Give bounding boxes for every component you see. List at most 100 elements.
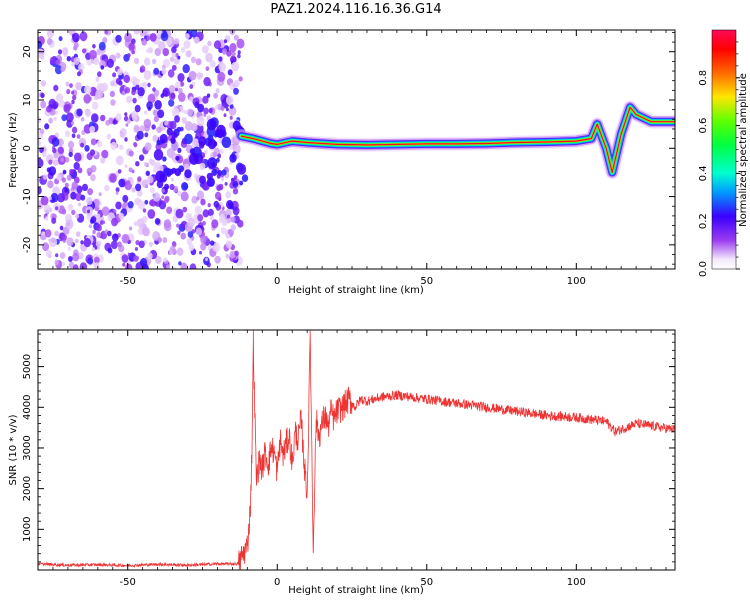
noise-blob xyxy=(204,149,208,155)
snr-ticks: -50 0 50 100 1000 2000 3000 4000 5000 xyxy=(22,330,675,588)
noise-blob xyxy=(229,104,234,109)
noise-blob xyxy=(38,158,44,168)
noise-blob xyxy=(77,71,81,77)
noise-blob xyxy=(122,262,126,267)
noise-blob xyxy=(75,238,79,244)
noise-blob xyxy=(56,174,62,181)
noise-blob xyxy=(55,253,59,258)
noise-blob xyxy=(128,42,135,51)
noise-blob xyxy=(96,231,102,238)
noise-blob xyxy=(69,83,73,88)
noise-blob xyxy=(205,257,208,262)
colorbar-tick-label: 0.8 xyxy=(698,70,709,86)
noise-blob xyxy=(42,174,48,180)
colorbar-tick-label: 0.2 xyxy=(698,213,709,229)
noise-blob xyxy=(143,57,151,66)
noise-blob xyxy=(40,92,45,99)
noise-blob xyxy=(57,192,65,203)
noise-blob xyxy=(185,121,193,131)
noise-blob xyxy=(82,48,87,54)
noise-blob xyxy=(207,203,211,208)
noise-blob xyxy=(44,229,52,238)
noise-blob xyxy=(78,202,81,207)
noise-blob xyxy=(141,38,147,46)
noise-blob xyxy=(96,140,103,148)
noise-blob xyxy=(220,227,227,235)
noise-blob xyxy=(67,203,74,211)
noise-blob xyxy=(158,41,166,51)
noise-blob xyxy=(218,62,226,72)
noise-blob xyxy=(141,179,149,188)
noise-blob xyxy=(237,53,241,59)
noise-blob xyxy=(133,124,140,133)
noise-blob xyxy=(95,89,103,100)
noise-blob xyxy=(197,214,204,222)
noise-blob xyxy=(156,140,161,146)
y-tick-label: 4000 xyxy=(22,395,33,420)
noise-blob xyxy=(80,194,86,201)
noise-blob xyxy=(106,133,112,140)
noise-blob xyxy=(52,147,57,154)
snr-x-axis-label: Height of straight line (km) xyxy=(288,585,424,596)
noise-blob xyxy=(229,82,236,91)
noise-blob xyxy=(205,52,213,63)
noise-blob xyxy=(124,112,128,117)
noise-blob xyxy=(197,103,205,113)
noise-blob xyxy=(225,191,232,199)
noise-blob xyxy=(60,66,65,73)
noise-blob xyxy=(68,151,73,158)
noise-blob xyxy=(190,30,198,38)
noise-blob xyxy=(152,192,161,202)
noise-blob xyxy=(232,206,240,216)
noise-blob xyxy=(71,181,78,190)
noise-blob xyxy=(144,110,148,115)
noise-blob xyxy=(87,257,94,265)
noise-blob xyxy=(65,81,70,87)
noise-blob xyxy=(150,159,156,167)
noise-blob xyxy=(48,207,53,213)
noise-blob xyxy=(164,183,170,190)
noise-blob xyxy=(157,109,165,119)
noise-blob xyxy=(61,177,66,183)
noise-blob xyxy=(117,68,123,76)
noise-blob xyxy=(214,191,222,200)
noise-blob xyxy=(207,138,217,150)
noise-blob xyxy=(171,46,177,54)
noise-blob xyxy=(115,113,122,121)
x-tick-label: 50 xyxy=(420,577,433,588)
noise-blob xyxy=(124,137,128,142)
noise-blob xyxy=(148,241,153,247)
noise-blob xyxy=(180,262,188,269)
noise-blob xyxy=(128,167,133,173)
noise-blob xyxy=(191,56,196,63)
ridge-layer-7 xyxy=(240,106,675,173)
noise-blob xyxy=(111,217,118,227)
noise-blob xyxy=(72,252,80,262)
x-tick-label: 100 xyxy=(567,276,586,287)
noise-blob xyxy=(153,165,159,173)
noise-blob xyxy=(174,81,181,89)
noise-blob xyxy=(215,88,220,94)
noise-blob xyxy=(161,195,165,200)
noise-blob xyxy=(162,237,168,244)
noise-blob xyxy=(124,180,133,191)
noise-blob xyxy=(164,120,169,126)
noise-blob xyxy=(71,133,76,139)
noise-blob xyxy=(226,199,234,210)
noise-blob xyxy=(115,155,124,166)
noise-blob xyxy=(179,105,184,111)
noise-blob xyxy=(84,85,92,95)
noise-blob xyxy=(110,99,116,106)
noise-blob xyxy=(46,38,53,45)
noise-blob xyxy=(133,30,141,35)
noise-blob xyxy=(142,81,147,87)
noise-blob xyxy=(41,231,46,236)
noise-blob xyxy=(198,136,207,147)
noise-blob xyxy=(84,145,90,152)
noise-blob xyxy=(232,187,239,195)
noise-blob xyxy=(75,213,80,219)
noise-blob xyxy=(100,114,106,122)
noise-blob xyxy=(75,192,82,202)
noise-blob xyxy=(88,224,92,229)
